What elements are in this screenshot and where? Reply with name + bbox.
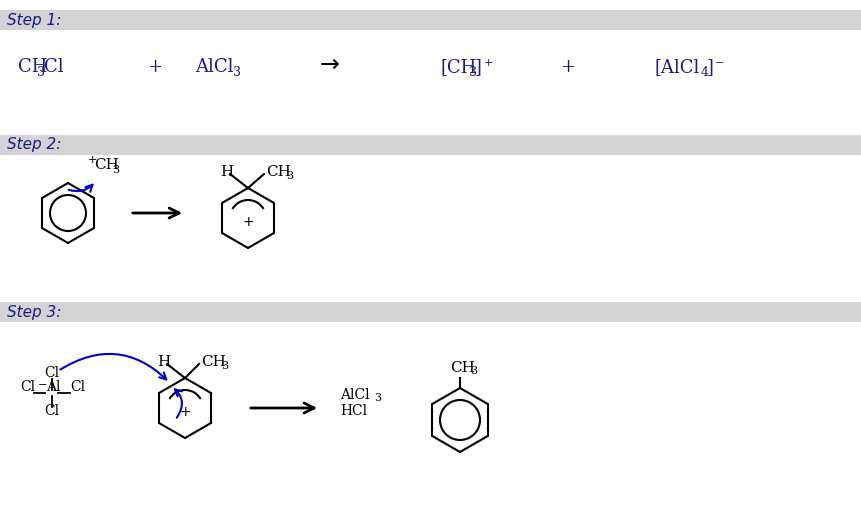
- Text: ]: ]: [475, 58, 482, 76]
- Text: Cl: Cl: [44, 404, 59, 418]
- Text: H: H: [220, 165, 233, 179]
- Text: 3: 3: [37, 66, 45, 79]
- Text: CH: CH: [94, 158, 119, 172]
- Text: 3: 3: [233, 66, 241, 79]
- Text: 4: 4: [701, 66, 709, 79]
- Text: HCl: HCl: [340, 404, 367, 418]
- Text: [CH: [CH: [440, 58, 476, 76]
- Text: 3: 3: [221, 361, 228, 371]
- Text: −: −: [715, 58, 724, 68]
- Text: +: +: [179, 405, 191, 419]
- Text: −: −: [38, 380, 47, 390]
- Text: [AlCl: [AlCl: [655, 58, 700, 76]
- Text: H: H: [157, 355, 170, 369]
- Text: ]: ]: [707, 58, 714, 76]
- Text: Cl: Cl: [20, 380, 35, 394]
- Text: AlCl: AlCl: [195, 58, 233, 76]
- Text: CH: CH: [18, 58, 47, 76]
- Text: 3: 3: [112, 165, 119, 175]
- Text: Step 1:: Step 1:: [7, 12, 61, 27]
- Text: +: +: [147, 58, 163, 76]
- Text: Al: Al: [46, 380, 60, 394]
- Text: 3: 3: [469, 66, 477, 79]
- Text: +: +: [242, 215, 254, 229]
- Text: +: +: [561, 58, 575, 76]
- Text: Cl: Cl: [44, 366, 59, 380]
- FancyBboxPatch shape: [0, 302, 861, 322]
- Text: 3: 3: [286, 171, 293, 181]
- Text: Step 2:: Step 2:: [7, 138, 61, 153]
- Text: 3: 3: [374, 393, 381, 403]
- Text: 3: 3: [470, 366, 477, 376]
- Text: AlCl: AlCl: [340, 388, 369, 402]
- Text: +: +: [88, 155, 97, 165]
- FancyBboxPatch shape: [0, 10, 861, 30]
- Text: +: +: [484, 58, 493, 68]
- Text: CH: CH: [201, 355, 226, 369]
- Text: Cl: Cl: [70, 380, 85, 394]
- Text: →: →: [320, 53, 340, 77]
- Text: Cl: Cl: [44, 58, 64, 76]
- Text: CH: CH: [266, 165, 291, 179]
- Text: Step 3:: Step 3:: [7, 305, 61, 320]
- Text: CH: CH: [450, 361, 475, 375]
- FancyBboxPatch shape: [0, 135, 861, 155]
